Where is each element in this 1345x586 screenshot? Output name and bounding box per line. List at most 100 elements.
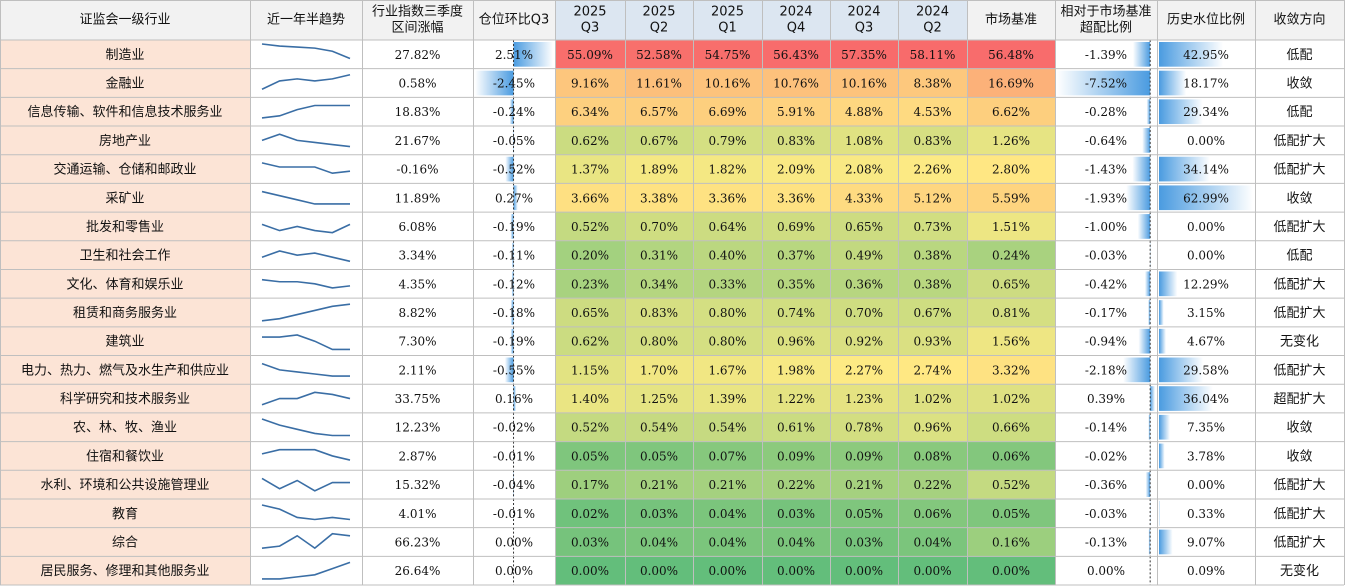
heat-cell <box>830 326 898 356</box>
heat-cell <box>625 183 693 213</box>
data-bar <box>1159 185 1253 211</box>
cell-value: 无变化 <box>1280 334 1319 350</box>
industry-name: 居民服务、修理和其他服务业 <box>40 563 209 579</box>
cell-value: 0.00% <box>1187 478 1225 492</box>
heat-cell <box>625 498 693 528</box>
header-label: 行业指数三季度 <box>372 4 463 20</box>
cell-value: 0.00% <box>1187 249 1225 263</box>
industry-name: 住宿和餐饮业 <box>86 448 164 464</box>
heat-cell <box>693 212 762 241</box>
cell-value: 0.03% <box>777 507 815 521</box>
cell-value: 0.74% <box>777 306 815 320</box>
heat-cell <box>625 68 693 98</box>
heat-cell <box>762 527 830 557</box>
cell-value: 0.00% <box>495 564 533 578</box>
cell-value: 1.22% <box>777 392 815 406</box>
cell-value: 低配扩大 <box>1273 220 1325 235</box>
industry-name: 农、林、牧、渔业 <box>73 421 177 436</box>
heat-cell <box>967 470 1055 499</box>
industry-cell <box>0 556 250 585</box>
cell-value: -0.24% <box>493 105 535 119</box>
heat-cell <box>967 154 1055 184</box>
cell-value: 0.16% <box>495 392 533 406</box>
industry-cell <box>0 384 250 413</box>
cell-value: 0.09% <box>777 449 815 463</box>
cell-value: 0.00% <box>1187 134 1225 148</box>
heat-cell <box>693 154 762 184</box>
data-bar <box>1145 472 1151 497</box>
cell-value: 12.23% <box>395 421 441 435</box>
heat-cell <box>830 527 898 557</box>
heat-cell <box>967 269 1055 299</box>
cell-value: 收敛 <box>1286 448 1312 464</box>
header-cell <box>967 0 1055 40</box>
sparkline <box>261 477 350 492</box>
cell-value: 0.04% <box>777 535 815 549</box>
cell-value: 3.36% <box>777 191 815 205</box>
heat-cell <box>625 441 693 471</box>
sparkline <box>261 162 351 175</box>
heat-cell <box>967 40 1055 69</box>
cell-value: 5.12% <box>913 191 951 205</box>
data-bar <box>1159 328 1166 354</box>
cell-value: 11.61% <box>636 77 682 91</box>
cell-value: 0.00% <box>913 564 951 578</box>
cell-value: 21.67% <box>395 134 441 148</box>
header-cell <box>762 0 830 40</box>
industry-name: 科学研究和技术服务业 <box>60 391 190 407</box>
cell-value: 0.80% <box>708 306 746 320</box>
header-label: 市场基准 <box>985 12 1037 28</box>
cell-value: -0.05% <box>493 134 535 148</box>
sparkline <box>261 448 351 461</box>
industry-name: 信息传输、软件和信息技术服务业 <box>27 104 222 120</box>
data-bar <box>1138 328 1151 354</box>
cell-value: 0.00% <box>495 535 533 549</box>
heat-cell <box>693 498 762 528</box>
heat-cell <box>555 240 625 270</box>
cell-value: 0.05% <box>640 449 678 463</box>
sparkline <box>261 303 351 322</box>
data-bar <box>512 472 514 497</box>
cell-value: 0.67% <box>640 134 678 148</box>
heat-cell <box>967 126 1055 155</box>
cell-value: 0.58% <box>398 77 436 91</box>
cell-value: 10.16% <box>705 77 751 91</box>
cell-value: -0.42% <box>1085 277 1127 291</box>
cell-value: 0.17% <box>571 478 609 492</box>
sparkline <box>261 250 351 263</box>
header-label: 证监会一级行业 <box>79 13 170 28</box>
cell-value: 4.53% <box>913 105 951 119</box>
heat-cell <box>762 40 830 69</box>
cell-value: 0.52% <box>571 220 609 234</box>
cell-value: 6.08% <box>398 220 436 234</box>
cell-value: 0.93% <box>913 335 951 349</box>
header-cell <box>473 0 555 40</box>
cell-value: 1.39% <box>708 392 746 406</box>
cell-value: -0.01% <box>493 507 535 521</box>
heat-cell <box>762 183 830 213</box>
data-bar <box>1159 443 1165 469</box>
data-bar <box>1132 156 1151 182</box>
heat-cell <box>555 212 625 241</box>
industry-cell <box>0 212 250 241</box>
heat-cell <box>625 40 693 69</box>
header-label: 历史水位比例 <box>1167 13 1245 28</box>
heat-cell <box>898 441 967 471</box>
industry-name: 教育 <box>112 506 138 522</box>
cell-value: 0.05% <box>845 507 883 521</box>
heat-cell <box>830 412 898 442</box>
heat-cell <box>693 326 762 356</box>
cell-value: -0.19% <box>493 335 535 349</box>
cell-value: 1.40% <box>571 392 609 406</box>
data-bar <box>1159 42 1224 67</box>
data-bar <box>1159 271 1178 297</box>
heat-cell <box>762 355 830 385</box>
heat-cell <box>830 384 898 413</box>
cell-value: 0.05% <box>992 507 1030 521</box>
cell-value: 56.48% <box>988 48 1034 62</box>
industry-cell <box>0 326 250 356</box>
cell-value: 2.09% <box>777 163 815 177</box>
heat-cell <box>555 412 625 442</box>
cell-value: 0.70% <box>640 220 678 234</box>
